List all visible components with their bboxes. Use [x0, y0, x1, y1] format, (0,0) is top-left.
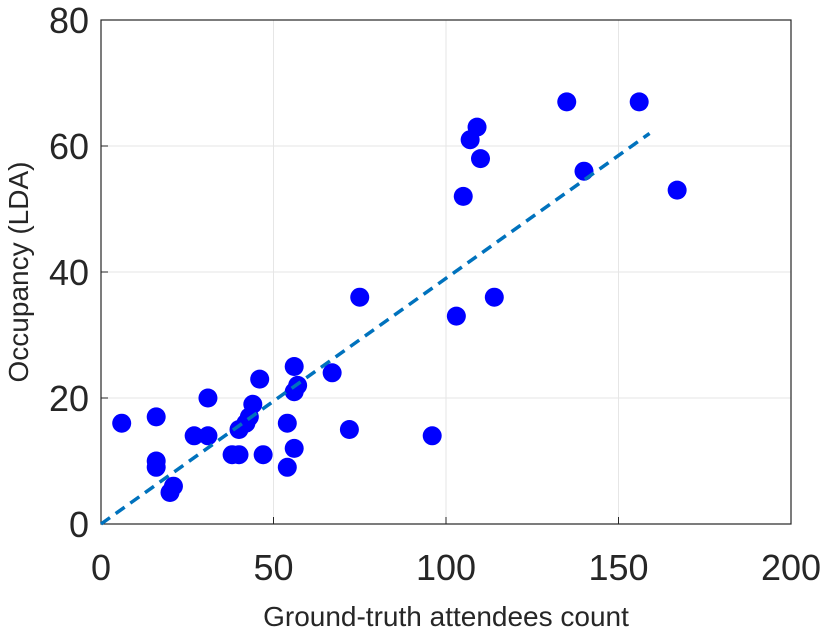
point	[557, 92, 577, 112]
point	[467, 117, 487, 137]
point	[350, 287, 370, 307]
axes-box	[100, 19, 792, 525]
point	[198, 426, 218, 446]
point	[574, 161, 594, 181]
point	[163, 476, 183, 496]
point	[184, 426, 204, 446]
point	[453, 186, 473, 206]
x-tick-label: 150	[588, 547, 648, 588]
x-tick-label: 100	[416, 547, 476, 588]
point	[471, 149, 490, 169]
point	[250, 369, 270, 389]
point	[446, 306, 466, 326]
point	[422, 426, 442, 446]
point	[667, 180, 687, 200]
x-axis-label: Ground-truth attendees count	[263, 601, 629, 632]
fit-line	[99, 131, 651, 526]
point	[277, 413, 297, 433]
point	[629, 92, 649, 112]
point	[253, 445, 273, 465]
y-tick-label: 20	[49, 378, 89, 419]
x-tick-label: 50	[253, 547, 293, 588]
point	[198, 388, 218, 408]
y-tick-label: 60	[49, 126, 89, 167]
point	[229, 445, 249, 465]
point	[322, 363, 342, 383]
point	[339, 420, 359, 439]
point	[484, 287, 504, 307]
point	[146, 407, 166, 427]
x-tick-label: 0	[91, 547, 111, 588]
point	[284, 438, 304, 458]
y-axis-label: Occupancy (LDA)	[3, 162, 34, 383]
y-tick-label: 80	[49, 0, 89, 41]
y-tick-label: 40	[49, 252, 89, 293]
point	[284, 357, 304, 376]
x-tick-label: 200	[761, 547, 821, 588]
point	[112, 413, 132, 433]
point	[243, 394, 263, 414]
point	[146, 457, 166, 477]
y-tick-label: 0	[69, 504, 89, 545]
point	[277, 457, 297, 477]
